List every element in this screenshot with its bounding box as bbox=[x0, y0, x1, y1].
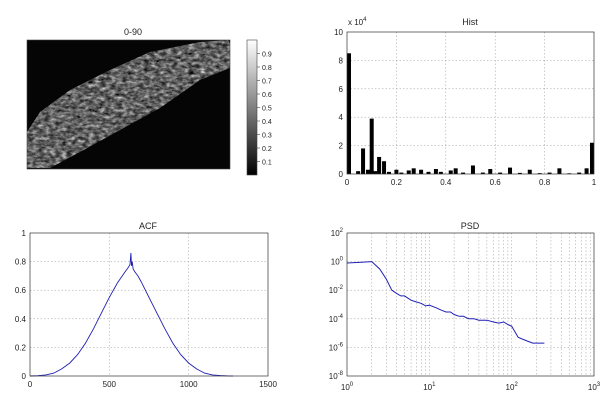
colorbar-tick-label: 0.2 bbox=[262, 146, 272, 153]
hist-xtick-label: 0.2 bbox=[391, 178, 403, 187]
colorbar-tick-label: 0.8 bbox=[262, 65, 272, 72]
psd-ytick-label: 10-2 bbox=[329, 285, 344, 295]
acf-ytick-label: 1 bbox=[22, 229, 27, 238]
hist-bar bbox=[426, 171, 431, 174]
hist-bar bbox=[590, 142, 594, 174]
hist-bar bbox=[508, 167, 513, 174]
psd-ytick-label: 10-6 bbox=[329, 342, 344, 352]
colorbar-tick-label: 0.5 bbox=[262, 106, 272, 113]
hist-bar bbox=[406, 170, 411, 174]
psd-xtick-label: 103 bbox=[588, 382, 601, 392]
hist-bar bbox=[419, 169, 424, 174]
hist-bar bbox=[584, 168, 589, 174]
hist-ytick-label: 4 bbox=[339, 113, 344, 122]
hist-bar bbox=[411, 168, 416, 174]
hist-xtick-label: 1 bbox=[592, 178, 597, 187]
hist-bar bbox=[461, 172, 466, 174]
colorbar-tick-label: 0.6 bbox=[262, 92, 272, 99]
hist-bar bbox=[480, 172, 485, 174]
hist-xtick-label: 0.4 bbox=[440, 178, 452, 187]
acf-xtick-label: 1000 bbox=[180, 380, 198, 389]
psd-axes-frame bbox=[346, 232, 595, 377]
hist-bar bbox=[382, 161, 387, 174]
hist-bar bbox=[361, 148, 366, 174]
hist-bar bbox=[373, 171, 378, 174]
psd-ytick-label: 102 bbox=[331, 228, 344, 238]
hist-ytick-label: 0 bbox=[339, 170, 344, 179]
hist-bar bbox=[470, 165, 475, 174]
acf-xtick-label: 500 bbox=[103, 380, 117, 389]
hist-bar bbox=[577, 172, 582, 174]
hist-bar bbox=[399, 172, 404, 174]
hist-title: Hist bbox=[462, 17, 478, 27]
hist-bar bbox=[369, 118, 374, 174]
colorbar-tick-label: 0.3 bbox=[262, 133, 272, 140]
hist-ytick-label: 2 bbox=[339, 142, 344, 151]
psd-xtick-label: 100 bbox=[341, 382, 354, 392]
hist-bar bbox=[356, 171, 361, 174]
hist-bar bbox=[433, 169, 438, 174]
hist-bar bbox=[365, 169, 370, 174]
acf-xtick-label: 0 bbox=[28, 380, 33, 389]
hist-bar bbox=[347, 53, 351, 174]
psd-series-line bbox=[346, 261, 545, 344]
colorbar-tick-label: 0.4 bbox=[262, 119, 272, 126]
panel-image: 0-90 bbox=[26, 27, 272, 176]
hist-bar bbox=[567, 173, 572, 174]
hist-xtick-label: 0 bbox=[345, 178, 350, 187]
psd-ytick-label: 100 bbox=[331, 257, 344, 267]
hist-axes-frame bbox=[346, 31, 595, 175]
hist-bar bbox=[557, 168, 562, 174]
hist-bar bbox=[547, 172, 552, 174]
psd-xtick-label: 102 bbox=[506, 382, 519, 392]
acf-axes-frame bbox=[29, 232, 269, 377]
acf-ytick-label: 0.8 bbox=[15, 258, 27, 267]
acf-ytick-label: 0.2 bbox=[15, 343, 27, 352]
hist-bar bbox=[453, 168, 458, 174]
hist-xtick-label: 0.8 bbox=[539, 178, 551, 187]
image-title: 0-90 bbox=[124, 27, 142, 37]
hist-bar bbox=[517, 172, 522, 174]
colorbar-tick-label: 0.7 bbox=[262, 79, 272, 86]
hist-xtick-label: 0.6 bbox=[490, 178, 502, 187]
colorbar-tick-label: 0.1 bbox=[262, 160, 272, 167]
colorbar-tick-label: 0.9 bbox=[262, 52, 272, 59]
hist-ytick-label: 10 bbox=[334, 28, 343, 37]
psd-title: PSD bbox=[461, 221, 480, 231]
psd-ytick-label: 10-8 bbox=[329, 371, 344, 381]
hist-bar bbox=[448, 170, 453, 174]
hist-bar bbox=[498, 172, 503, 174]
psd-ytick-label: 10-4 bbox=[329, 314, 344, 324]
hist-bar bbox=[527, 169, 532, 174]
hist-bar bbox=[377, 156, 382, 174]
hist-bar bbox=[488, 169, 493, 174]
hist-y-exponent: x 104 bbox=[348, 17, 367, 27]
panel-acf: ACF 0 500 1000 1500 0 0.2 0.4 0.6 0.8 1 bbox=[15, 221, 278, 389]
acf-ytick-label: 0 bbox=[22, 372, 27, 381]
panel-psd: PSD 100 101 102 103 102 100 10-2 10-4 10-6 10-8 bbox=[329, 221, 601, 392]
acf-xtick-label: 1500 bbox=[259, 380, 277, 389]
acf-series-line bbox=[29, 252, 234, 377]
acf-title: ACF bbox=[139, 221, 158, 231]
acf-ytick-label: 0.4 bbox=[15, 315, 27, 324]
hist-ytick-label: 6 bbox=[339, 85, 344, 94]
colorbar bbox=[246, 39, 258, 176]
psd-xtick-label: 101 bbox=[423, 382, 436, 392]
hist-bar bbox=[438, 171, 443, 174]
hist-bar bbox=[537, 173, 542, 174]
hist-bar bbox=[394, 169, 399, 174]
hist-ytick-label: 8 bbox=[339, 56, 344, 65]
acf-ytick-label: 0.6 bbox=[15, 286, 27, 295]
hist-bar bbox=[386, 171, 391, 174]
